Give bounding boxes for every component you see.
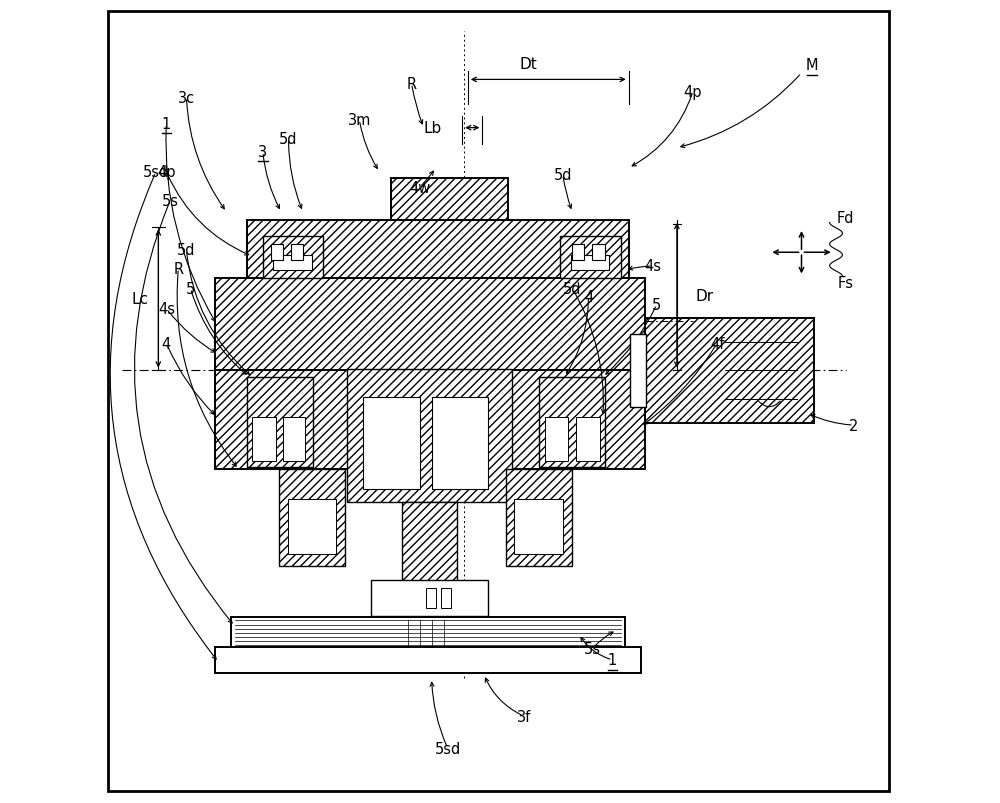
Text: Lb: Lb <box>424 121 442 136</box>
Bar <box>576 418 600 462</box>
Text: 4: 4 <box>584 290 593 304</box>
Text: Dt: Dt <box>519 57 537 71</box>
Text: 4p: 4p <box>157 165 176 180</box>
Text: 5d: 5d <box>553 168 572 182</box>
Bar <box>231 618 625 648</box>
Text: 5s: 5s <box>162 194 179 208</box>
Text: 5: 5 <box>186 282 195 296</box>
Text: 1: 1 <box>608 653 617 667</box>
Bar <box>506 470 572 566</box>
Bar <box>247 221 629 279</box>
Text: 5sd: 5sd <box>435 741 461 756</box>
Bar <box>391 179 508 221</box>
Bar <box>560 237 621 279</box>
Text: 5s: 5s <box>584 642 601 656</box>
Bar <box>539 377 605 467</box>
Bar <box>426 589 436 609</box>
Bar <box>215 279 645 371</box>
Bar <box>441 589 451 609</box>
Bar <box>288 499 336 554</box>
Text: 5d: 5d <box>563 282 582 296</box>
Bar <box>263 237 323 279</box>
Bar <box>273 256 312 271</box>
Text: 3: 3 <box>258 145 267 160</box>
Text: 2: 2 <box>849 418 858 433</box>
Text: 4: 4 <box>162 336 171 351</box>
Bar <box>514 499 563 554</box>
Text: 3c: 3c <box>178 91 195 105</box>
Text: 5sd: 5sd <box>143 165 169 180</box>
Bar <box>571 256 609 271</box>
Bar <box>347 369 512 502</box>
Bar <box>363 397 420 490</box>
Text: 4w: 4w <box>409 181 430 195</box>
Text: 5d: 5d <box>279 132 298 147</box>
Text: Fs: Fs <box>838 275 854 290</box>
Bar <box>271 245 283 261</box>
Bar <box>545 418 568 462</box>
Bar <box>371 581 488 617</box>
Bar <box>645 319 814 423</box>
Bar <box>402 502 457 594</box>
Bar <box>432 397 488 490</box>
Text: R: R <box>406 77 417 92</box>
Bar <box>252 418 276 462</box>
Text: 4f: 4f <box>710 336 724 351</box>
Text: 3m: 3m <box>348 113 371 128</box>
Text: 4s: 4s <box>644 259 661 274</box>
Bar <box>247 377 313 467</box>
Bar <box>215 371 645 470</box>
Text: 1: 1 <box>162 117 171 132</box>
Text: M: M <box>806 59 818 73</box>
Bar <box>630 335 646 407</box>
Bar <box>291 245 303 261</box>
Text: R: R <box>173 262 183 276</box>
Text: 5d: 5d <box>177 243 196 258</box>
Bar <box>283 418 305 462</box>
Bar <box>279 470 345 566</box>
Bar <box>215 647 641 673</box>
Text: 4s: 4s <box>158 302 175 316</box>
Text: Dr: Dr <box>696 288 714 304</box>
Bar <box>572 245 584 261</box>
Bar <box>592 245 605 261</box>
Text: Fd: Fd <box>837 211 854 226</box>
Text: 4p: 4p <box>684 85 702 100</box>
Text: 3f: 3f <box>517 709 531 724</box>
Text: 5: 5 <box>652 298 661 312</box>
Text: Lc: Lc <box>131 291 148 307</box>
